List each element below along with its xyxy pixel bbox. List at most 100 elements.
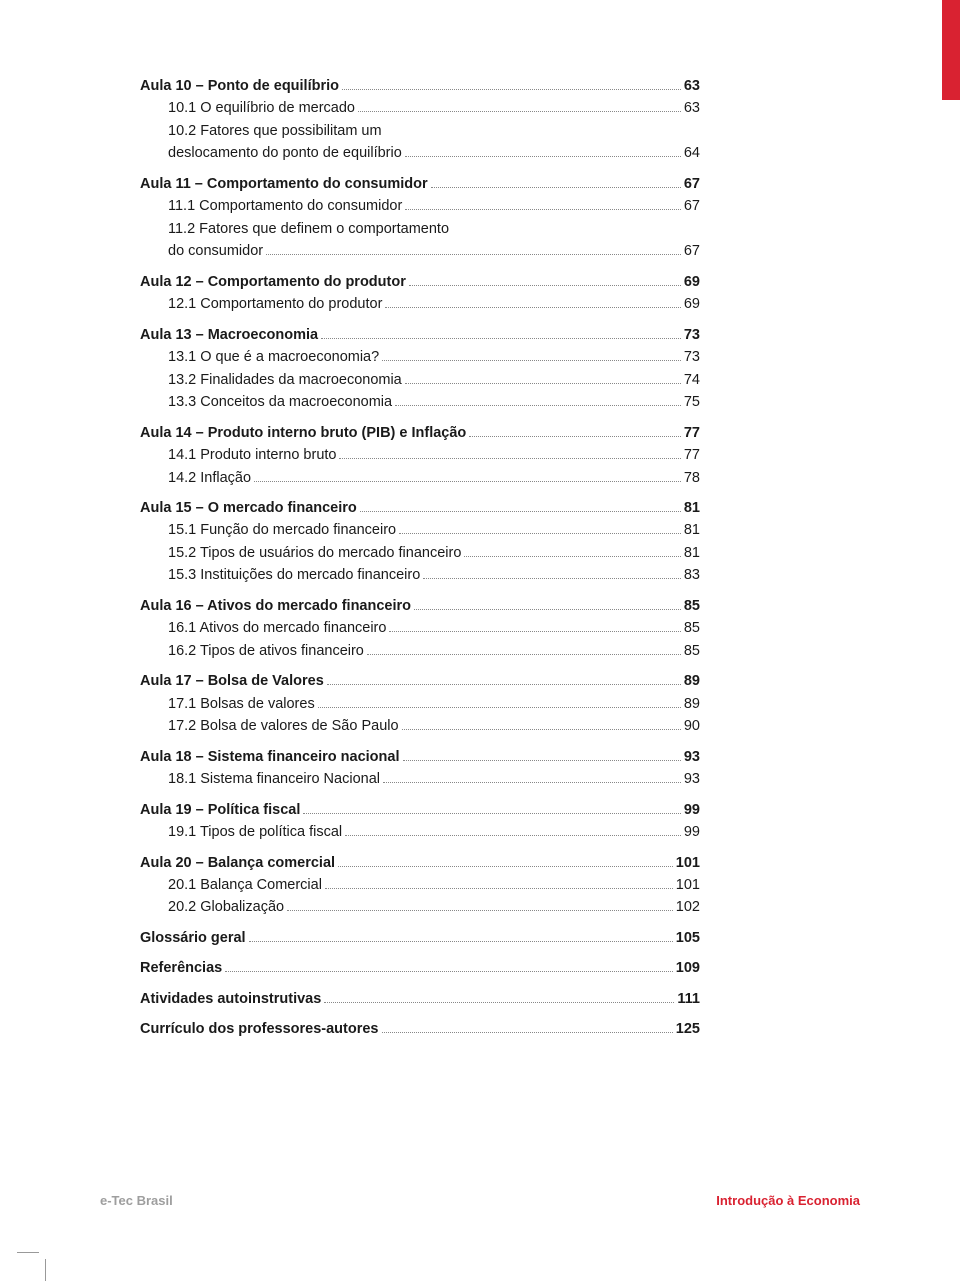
toc-leader <box>339 458 680 459</box>
toc-block: Aula 20 – Balança comercial10120.1 Balan… <box>140 852 700 919</box>
toc-heading: Aula 13 – Macroeconomia73 <box>140 324 700 346</box>
toc-page-number: 78 <box>684 467 700 489</box>
toc-label: Referências <box>140 957 222 979</box>
toc-label: 17.1 Bolsas de valores <box>168 693 315 715</box>
toc-leader <box>327 684 681 685</box>
toc-page-number: 69 <box>684 293 700 315</box>
toc-heading: Aula 14 – Produto interno bruto (PIB) e … <box>140 422 700 444</box>
toc-page-number: 63 <box>684 75 700 97</box>
toc-leader <box>383 782 681 783</box>
toc-block: Atividades autoinstrutivas111 <box>140 988 700 1010</box>
toc-subitem: 13.2 Finalidades da macroeconomia 74 <box>140 369 700 391</box>
toc-label: 20.2 Globalização <box>168 896 284 918</box>
toc-leader <box>321 338 681 339</box>
toc-leader <box>254 481 681 482</box>
toc-block: Aula 12 – Comportamento do produtor6912.… <box>140 271 700 316</box>
toc-leader <box>225 971 673 972</box>
toc-label: 14.1 Produto interno bruto <box>168 444 336 466</box>
toc-block: Glossário geral105 <box>140 927 700 949</box>
toc-leader <box>464 556 680 557</box>
toc-leader <box>414 609 681 610</box>
toc-label: 13.2 Finalidades da macroeconomia <box>168 369 402 391</box>
toc-heading: Aula 15 – O mercado financeiro81 <box>140 497 700 519</box>
toc-subitem: 11.1 Comportamento do consumidor67 <box>140 195 700 217</box>
toc-subitem: 15.1 Função do mercado financeiro81 <box>140 519 700 541</box>
toc-heading: Aula 19 – Política fiscal99 <box>140 799 700 821</box>
toc-block: Aula 15 – O mercado financeiro8115.1 Fun… <box>140 497 700 587</box>
toc-subitem: 17.2 Bolsa de valores de São Paulo 90 <box>140 715 700 737</box>
toc-label: deslocamento do ponto de equilíbrio <box>168 142 402 164</box>
toc-block: Aula 11 – Comportamento do consumidor671… <box>140 173 700 263</box>
toc-page-number: 85 <box>684 640 700 662</box>
toc-leader <box>249 941 673 942</box>
toc-leader <box>266 254 681 255</box>
toc-heading: Aula 12 – Comportamento do produtor 69 <box>140 271 700 293</box>
toc-page-number: 64 <box>684 142 700 164</box>
toc-subitem: 10.1 O equilíbrio de mercado63 <box>140 97 700 119</box>
toc-label: Currículo dos professores-autores <box>140 1018 379 1040</box>
toc-page-number: 109 <box>676 957 700 979</box>
toc-block: Aula 13 – Macroeconomia7313.1 O que é a … <box>140 324 700 414</box>
toc-block: Aula 10 – Ponto de equilíbrio6310.1 O eq… <box>140 75 700 165</box>
toc-page-number: 74 <box>684 369 700 391</box>
toc-page-number: 75 <box>684 391 700 413</box>
toc-subitem: 17.1 Bolsas de valores 89 <box>140 693 700 715</box>
toc-leader <box>318 707 681 708</box>
toc-label: 17.2 Bolsa de valores de São Paulo <box>168 715 399 737</box>
toc-subitem: 20.2 Globalização102 <box>140 896 700 918</box>
toc-leader <box>325 888 673 889</box>
toc-label: Aula 19 – Política fiscal <box>140 799 300 821</box>
toc-heading: Glossário geral105 <box>140 927 700 949</box>
toc-leader <box>405 156 681 157</box>
toc-page-number: 67 <box>684 173 700 195</box>
toc-page-number: 101 <box>676 874 700 896</box>
toc-page-number: 93 <box>684 746 700 768</box>
toc-leader <box>405 209 681 210</box>
toc-label: 11.2 Fatores que definem o comportamento <box>168 218 449 240</box>
toc-label: 14.2 Inflação <box>168 467 251 489</box>
toc-subitem: deslocamento do ponto de equilíbrio 64 <box>140 142 700 164</box>
toc-leader <box>385 307 680 308</box>
toc-subitem: 20.1 Balança Comercial 101 <box>140 874 700 896</box>
toc-block: Aula 19 – Política fiscal9919.1 Tipos de… <box>140 799 700 844</box>
toc-heading: Aula 17 – Bolsa de Valores89 <box>140 670 700 692</box>
toc-label: 15.2 Tipos de usuários do mercado financ… <box>168 542 461 564</box>
toc-label: 15.1 Função do mercado financeiro <box>168 519 396 541</box>
toc-subitem: 10.2 Fatores que possibilitam um <box>140 120 700 142</box>
toc-label: Aula 13 – Macroeconomia <box>140 324 318 346</box>
toc-heading: Aula 16 – Ativos do mercado financeiro 85 <box>140 595 700 617</box>
toc-block: Aula 16 – Ativos do mercado financeiro 85… <box>140 595 700 662</box>
toc-label: 15.3 Instituições do mercado financeiro <box>168 564 420 586</box>
toc-label: Aula 11 – Comportamento do consumidor <box>140 173 428 195</box>
toc-label: 20.1 Balança Comercial <box>168 874 322 896</box>
toc-heading: Referências 109 <box>140 957 700 979</box>
toc-heading: Aula 10 – Ponto de equilíbrio63 <box>140 75 700 97</box>
toc-leader <box>402 729 681 730</box>
toc-page-number: 69 <box>684 271 700 293</box>
toc-leader <box>360 511 681 512</box>
crop-mark-icon <box>45 1231 67 1253</box>
toc-label: 10.1 O equilíbrio de mercado <box>168 97 355 119</box>
toc-subitem: 12.1 Comportamento do produtor 69 <box>140 293 700 315</box>
toc-label: Aula 12 – Comportamento do produtor <box>140 271 406 293</box>
toc-leader <box>389 631 680 632</box>
toc-page-number: 90 <box>684 715 700 737</box>
toc-page-number: 99 <box>684 821 700 843</box>
toc-label: 12.1 Comportamento do produtor <box>168 293 382 315</box>
toc-page-number: 73 <box>684 346 700 368</box>
toc-leader <box>399 533 681 534</box>
toc-page-number: 85 <box>684 595 700 617</box>
toc-label: 11.1 Comportamento do consumidor <box>168 195 402 217</box>
toc-page-number: 85 <box>684 617 700 639</box>
toc-leader <box>382 1032 673 1033</box>
toc-leader <box>431 187 681 188</box>
toc-page-number: 77 <box>684 444 700 466</box>
toc-leader <box>367 654 681 655</box>
toc-label: Aula 16 – Ativos do mercado financeiro <box>140 595 411 617</box>
toc-subitem: 15.3 Instituições do mercado financeiro8… <box>140 564 700 586</box>
toc-subitem: 19.1 Tipos de política fiscal99 <box>140 821 700 843</box>
toc-block: Referências 109 <box>140 957 700 979</box>
toc-heading: Atividades autoinstrutivas111 <box>140 988 700 1010</box>
toc-page-number: 89 <box>684 693 700 715</box>
page-footer: e-Tec Brasil Introdução à Economia <box>100 1193 860 1208</box>
